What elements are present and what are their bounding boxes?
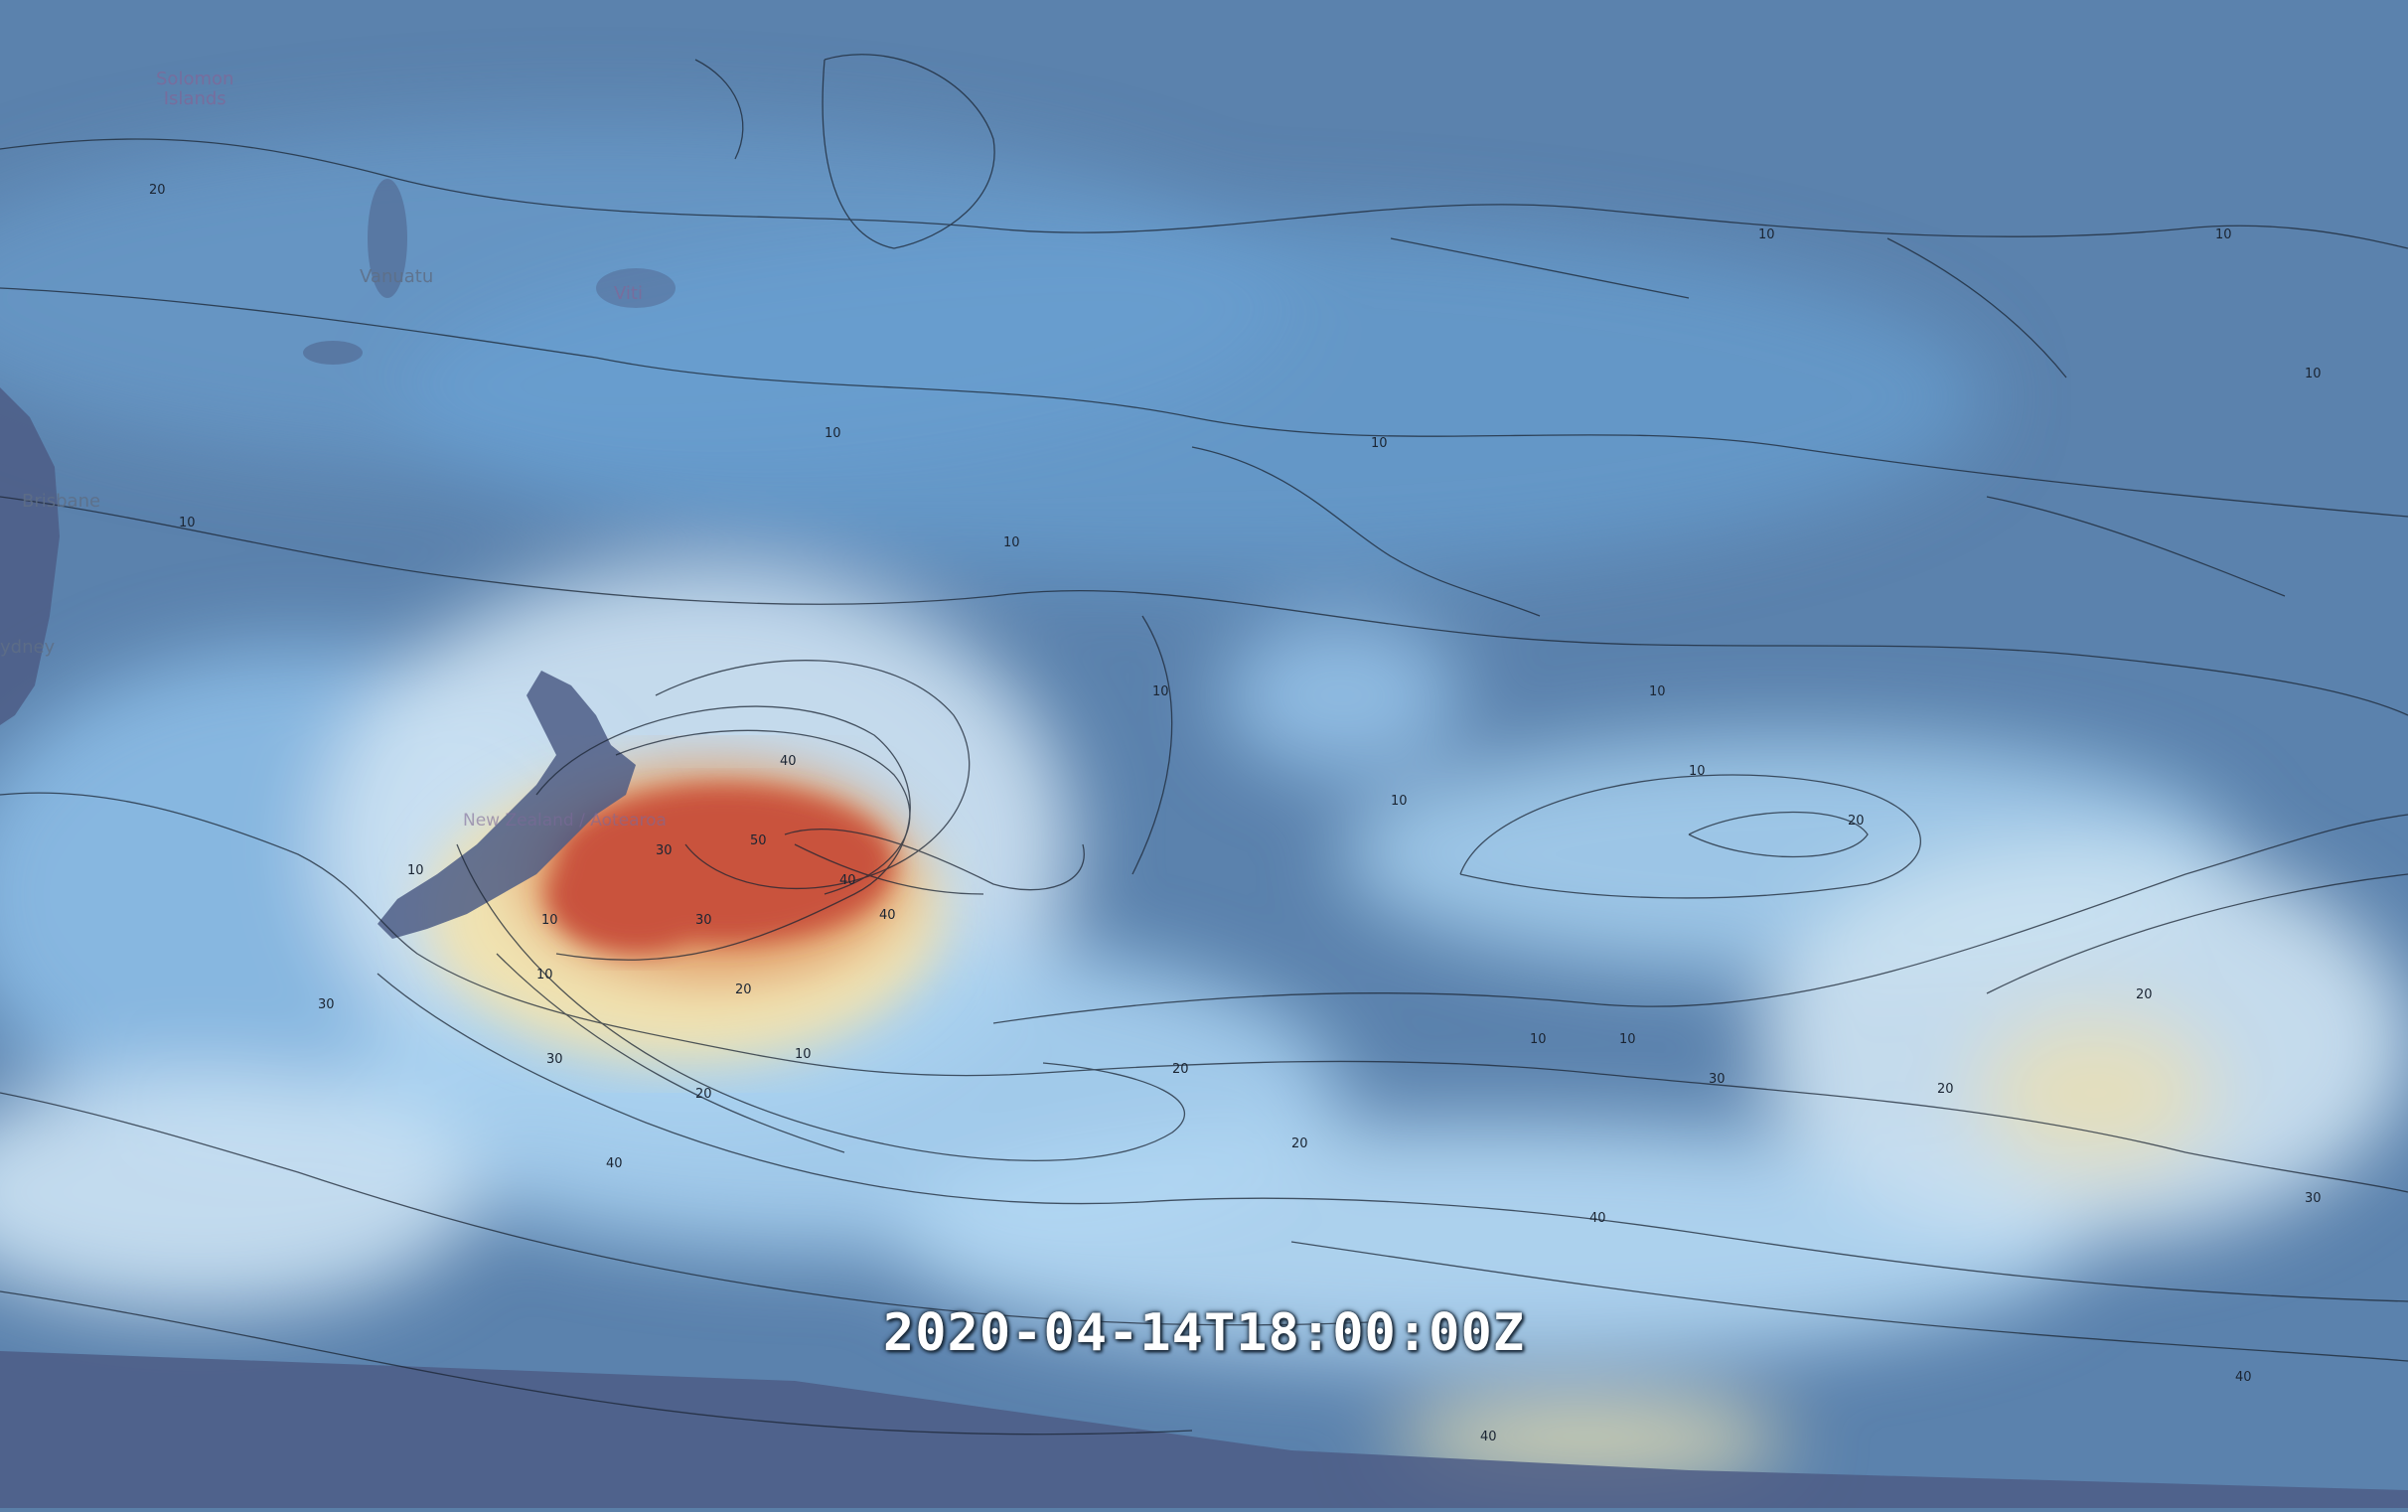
contour-lines [0,54,2408,1436]
timestamp-overlay: 2020-04-14T18:00:00Z [882,1303,1526,1363]
place-label-solomon-islands: Solomon Islands [156,69,234,109]
new-zealand-land [377,671,636,939]
svg-text:20: 20 [695,1087,712,1102]
svg-text:30: 30 [2305,1191,2322,1206]
svg-text:30: 30 [695,913,712,928]
svg-text:10: 10 [2305,367,2322,381]
svg-text:10: 10 [541,913,558,928]
svg-text:10: 10 [825,426,841,441]
svg-text:10: 10 [1003,535,1020,550]
svg-text:40: 40 [1480,1430,1497,1444]
svg-text:10: 10 [1619,1032,1636,1047]
svg-text:50: 50 [750,833,767,848]
svg-text:40: 40 [879,908,896,923]
svg-text:40: 40 [780,754,797,769]
svg-text:30: 30 [318,997,335,1012]
svg-text:20: 20 [2136,987,2153,1002]
svg-text:30: 30 [656,843,673,858]
svg-text:10: 10 [536,968,553,983]
place-label-vanuatu: Vanuatu [360,266,434,287]
antarctica-edge [0,1351,2408,1508]
svg-text:10: 10 [1152,684,1169,699]
svg-text:10: 10 [1649,684,1666,699]
svg-text:30: 30 [546,1052,563,1067]
place-label-new-zealand: New Zealand / Aotearoa [463,811,667,831]
svg-text:10: 10 [795,1047,812,1062]
svg-text:20: 20 [149,183,166,198]
place-label-viti: Viti [614,283,643,304]
svg-text:40: 40 [1589,1211,1606,1226]
land-layer [0,179,2408,1508]
svg-text:20: 20 [735,983,752,997]
svg-text:10: 10 [1530,1032,1547,1047]
svg-text:10: 10 [1689,764,1706,779]
svg-text:20: 20 [1172,1062,1189,1077]
svg-text:20: 20 [1937,1082,1954,1097]
contour-labels: 20 10 30 10 10 10 30 30 40 50 40 40 20 1… [149,183,2322,1444]
svg-text:10: 10 [2215,227,2232,242]
svg-text:30: 30 [1709,1072,1726,1087]
svg-text:10: 10 [1391,794,1408,809]
svg-text:40: 40 [2235,1370,2252,1385]
svg-text:10: 10 [1758,227,1775,242]
svg-text:10: 10 [1371,436,1388,451]
svg-text:40: 40 [839,873,856,888]
svg-text:40: 40 [606,1156,623,1171]
svg-text:20: 20 [1848,814,1865,829]
australia-coast [0,387,60,725]
place-label-sydney: ydney [0,637,56,658]
svg-text:10: 10 [179,516,196,530]
place-label-brisbane: Brisbane [22,491,101,512]
svg-text:20: 20 [1291,1136,1308,1151]
svg-text:10: 10 [407,863,424,878]
